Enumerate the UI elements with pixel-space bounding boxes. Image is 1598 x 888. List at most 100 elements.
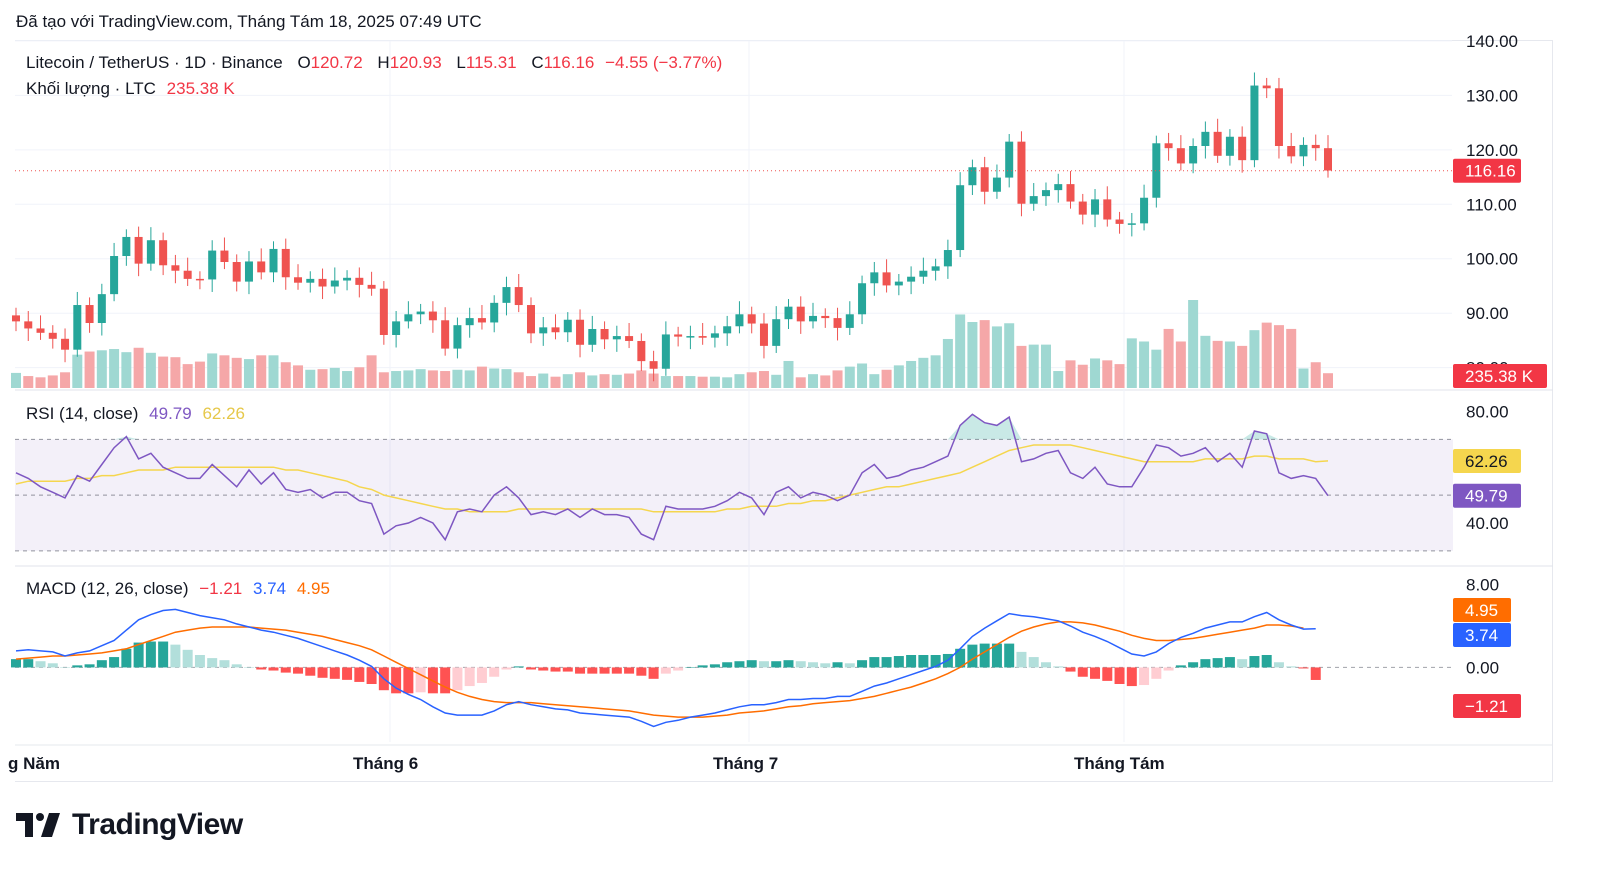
volume-bar [685,376,696,388]
volume-bar [133,347,144,388]
macd-hist-bar [1016,651,1027,668]
volume-header: Khối lượng · LTC 235.38 K [26,79,235,99]
macd-hist-bar [23,659,34,668]
volume-bar [746,372,757,388]
macd-hist-bar [1175,665,1186,668]
candle-body [735,314,744,327]
macd-hist-bar [1261,655,1272,668]
rsi-label: RSI (14, close) [26,404,139,423]
rsi-value: 49.79 [149,404,192,423]
macd-hist-bar [881,657,892,668]
macd-hist-bar [979,643,990,668]
macd-hist-bar [182,649,193,668]
macd-hist-bar [403,667,414,694]
symbol-header: Litecoin / TetherUS · 1D · Binance O120.… [26,53,722,73]
macd-hist-bar [1090,667,1101,679]
macd-hist-bar [1126,667,1137,687]
candle-body [968,167,977,186]
volume-bar [881,369,892,388]
volume-bar [808,374,819,388]
volume-bar [1175,341,1186,388]
candle-body [894,281,903,286]
macd-hist-bar [170,644,181,668]
volume-bar [145,352,156,388]
candle-body [686,336,695,338]
candle-body [1127,223,1136,225]
macd-hist-bar [1065,667,1076,672]
macd-hist-bar [513,666,524,668]
macd-hist-bar [440,667,451,694]
volume-bar [452,369,463,388]
volume-bar [317,369,328,388]
macd-hist-bar [624,667,635,674]
candle-body [281,248,290,278]
candle-body [1213,131,1222,156]
candle-body [1029,196,1038,204]
low-value: 115.31 [465,53,517,72]
volume-bar [415,369,426,388]
volume-bar [673,376,684,388]
rsi-ma-badge-bg [1453,448,1521,473]
macd-signal-badge-bg [1453,598,1511,622]
price-tick-label: 100.00 [1466,250,1518,269]
macd-hist-bar [1200,659,1211,668]
candle-body [1164,143,1173,149]
candle-body [649,361,658,369]
macd-hist-bar [562,667,573,672]
volume-bar [599,374,610,388]
candle-body [1005,141,1014,178]
candle-body [772,319,781,346]
volume-bar [575,372,586,388]
candle-body [907,276,916,282]
volume-bar [587,375,598,388]
candle-body [465,318,474,326]
candle-body [858,283,867,315]
volume-bar [476,366,487,388]
candle-body [637,340,646,362]
macd-hist-bar [1237,659,1248,668]
macd-hist-bar [1224,657,1235,668]
volume-bar [47,375,58,388]
candle-body [1225,136,1234,156]
macd-hist-bar [133,642,144,668]
candle-body [1140,197,1149,224]
macd-hist-bar [660,667,671,674]
volume-bar [354,367,365,388]
tradingview-logo[interactable]: TradingView [16,808,243,842]
macd-signal-badge: 4.95 [1465,601,1498,620]
candle-body [1238,136,1247,161]
macd-hist-bar [501,667,512,670]
rsi-overbought-fill [114,414,1279,440]
volume-bar [1102,360,1113,388]
volume-bar [489,368,500,388]
low-label: L [456,53,466,72]
candle-body [784,306,793,320]
macd-hist-bar [207,658,218,668]
volume-bar [991,326,1002,388]
candle-body [747,314,756,324]
volume-label: Khối lượng · LTC [26,79,156,98]
volume-bar [96,350,107,388]
volume-bar [783,360,794,388]
macd-hist-bar [758,661,769,668]
macd-hist-bar [771,661,782,668]
x-tick-label: Tháng 7 [713,754,778,773]
candle-body [870,272,879,284]
macd-hist-bar [1273,662,1284,668]
macd-value: 3.74 [252,579,287,598]
macd-hist-bar [342,667,353,680]
volume-bar [366,355,377,388]
macd-hist-bar [685,667,696,668]
macd-hist-bar [268,667,279,671]
volume-bar [525,376,536,388]
volume-bar [771,374,782,388]
candle-body [992,177,1001,192]
candle-body [674,334,683,337]
x-tick-label: Tháng Tám [1074,754,1165,773]
candle-body [61,338,70,350]
macd-hist-bar [194,655,205,668]
candle-body [612,336,621,340]
macd-hist-bar [391,667,402,694]
candle-body [294,277,303,283]
